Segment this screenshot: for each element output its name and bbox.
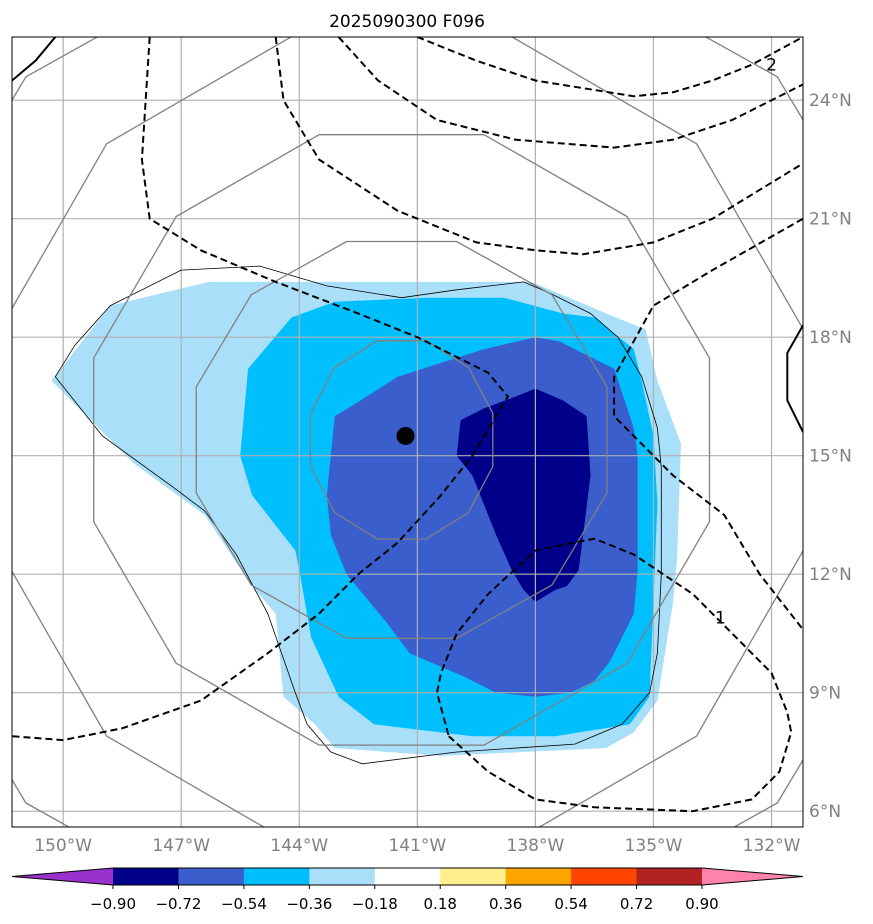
x-tick-label: 147°W	[152, 836, 210, 856]
y-tick-label: 24°N	[809, 91, 852, 111]
storm-center-marker	[396, 426, 415, 445]
y-tick-label: 9°N	[809, 684, 841, 704]
colorbar-tick-label: −0.54	[221, 895, 267, 913]
y-tick-label: 21°N	[809, 210, 852, 230]
colorbar-tick-label: 0.54	[554, 895, 587, 913]
distance-ring-3	[12, 37, 803, 827]
solid-contour-1	[786, 324, 803, 433]
colorbar-segment	[636, 868, 703, 885]
y-tick-label: 18°N	[809, 328, 852, 348]
colorbar-tick-label: 0.90	[685, 895, 718, 913]
dashed-contour-3	[416, 37, 803, 98]
x-tick-label: 141°W	[388, 836, 446, 856]
colorbar-tick-label: −0.36	[286, 895, 332, 913]
contour-label-1: 1	[715, 609, 726, 629]
contour-labels: 21	[715, 56, 777, 629]
thin-contours	[54, 265, 662, 765]
x-tick-label: 150°W	[34, 836, 92, 856]
colorbar-tick-label: −0.90	[90, 895, 136, 913]
contour-label-0: 2	[766, 56, 777, 76]
x-tick-label: 135°W	[625, 836, 683, 856]
colorbar-extend-low	[12, 868, 113, 885]
distance-ring-0	[309, 340, 494, 540]
colorbar-tick-label: 0.72	[620, 895, 653, 913]
solid-contours	[12, 37, 803, 433]
shaded-region-3	[456, 388, 591, 602]
colorbar-tick-label: 0.18	[424, 895, 457, 913]
colorbar-segment	[309, 868, 376, 885]
y-tick-label: 12°N	[809, 565, 852, 585]
colorbar-tick-label: −0.72	[155, 895, 201, 913]
colorbar-segment	[374, 868, 441, 885]
dashed-contour-1	[274, 37, 803, 256]
colorbar-tick-label: 0.36	[489, 895, 522, 913]
dashed-contour-2	[337, 37, 803, 149]
chart-title: 2025090300 F096	[329, 12, 485, 32]
y-tick-label: 15°N	[809, 447, 852, 467]
dashed-contour-0	[12, 37, 510, 742]
y-axis-ticks: 6°N 9°N 12°N 15°N 18°N 21°N 24°N	[809, 91, 852, 822]
colorbar-ticks: −0.90 −0.72 −0.54 −0.36 −0.18 0.18 0.36 0.54 0.7…	[90, 885, 719, 913]
solid-contour-0	[12, 37, 57, 82]
map-frame	[11, 36, 804, 828]
distance-ring-1	[195, 240, 608, 639]
x-tick-label: 138°W	[507, 836, 565, 856]
distance-ring-2	[93, 134, 711, 746]
colorbar-segment	[571, 868, 638, 885]
shaded-regions	[51, 281, 681, 756]
dashed-contours	[12, 37, 803, 813]
colorbar-segment	[505, 868, 572, 885]
y-tick-label: 6°N	[809, 802, 841, 822]
x-axis-ticks: 150°W 147°W 144°W 141°W 138°W 135°W 132°W	[34, 836, 800, 856]
colorbar	[11, 867, 804, 886]
colorbar-segment	[440, 868, 507, 885]
dashed-contour-5	[435, 537, 793, 813]
thin-contour-0	[54, 265, 662, 765]
x-tick-label: 132°W	[743, 836, 801, 856]
colorbar-segment	[178, 868, 245, 885]
x-tick-label: 144°W	[270, 836, 328, 856]
colorbar-segment	[113, 868, 179, 885]
colorbar-segment	[243, 868, 310, 885]
dashed-contour-4	[613, 217, 803, 631]
colorbar-extend-high	[702, 868, 803, 885]
colorbar-tick-label: −0.18	[352, 895, 398, 913]
